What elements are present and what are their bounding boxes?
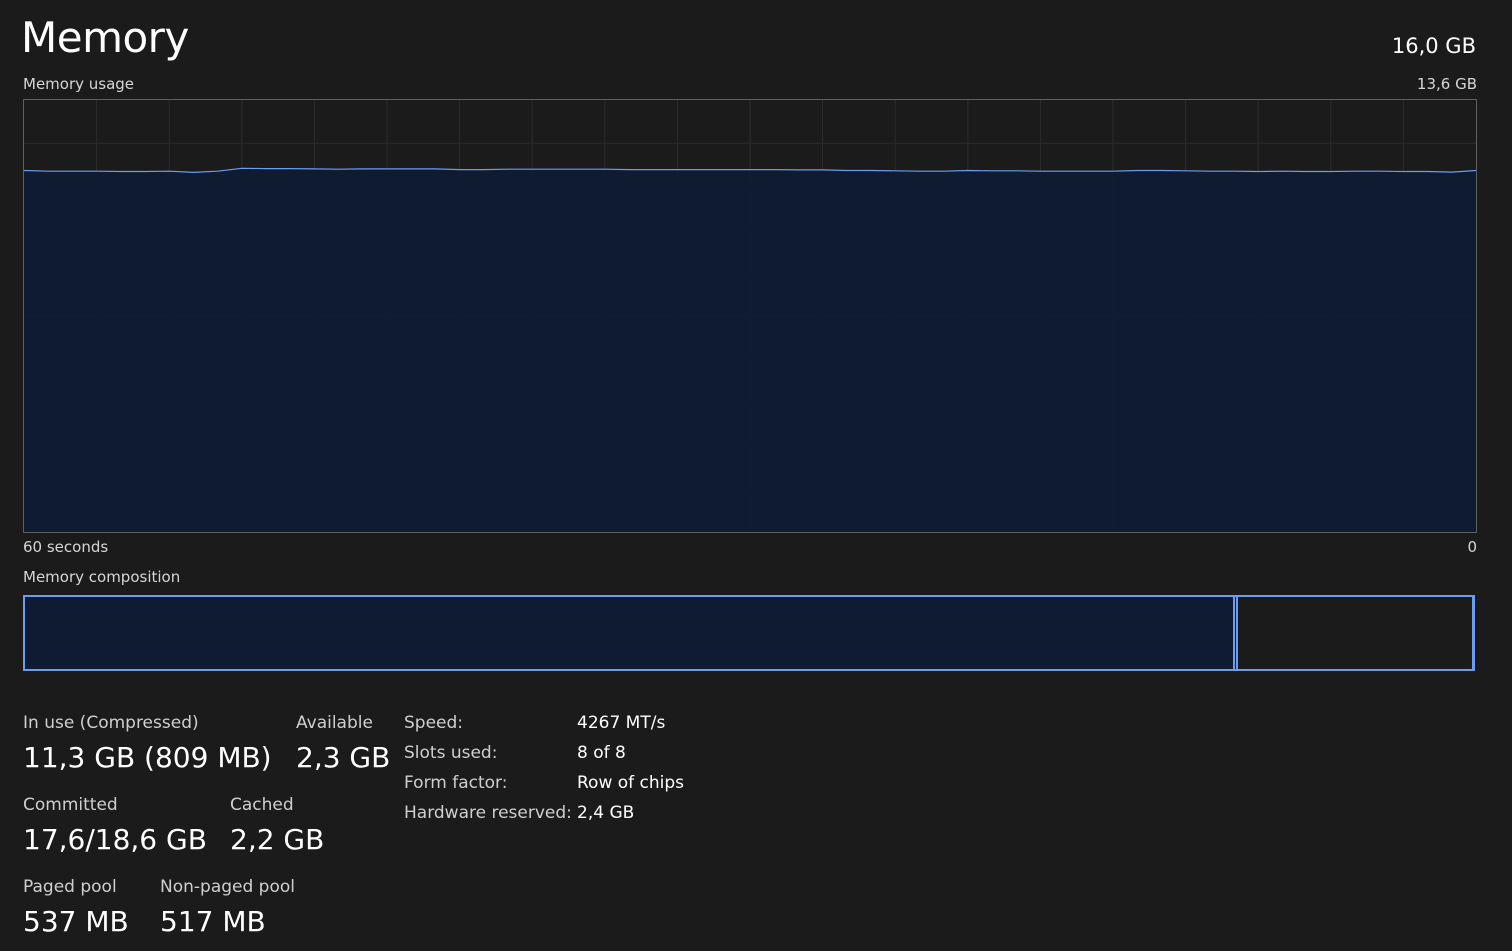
cached-value: 2,2 GB	[230, 823, 325, 856]
paged-pool-label: Paged pool	[23, 877, 117, 897]
total-memory: 16,0 GB	[1391, 34, 1476, 58]
hardware-reserved-label: Hardware reserved:	[404, 803, 572, 823]
form-factor-value: Row of chips	[577, 773, 685, 793]
committed-label: Committed	[23, 795, 118, 815]
memory-composition-bar	[23, 595, 1475, 671]
page-title: Memory	[21, 13, 189, 62]
composition-in-use-segment[interactable]	[25, 597, 1235, 669]
slots-used-label: Slots used:	[404, 743, 498, 763]
composition-modified-segment[interactable]	[1234, 597, 1238, 669]
paged-pool-value: 537 MB	[23, 905, 129, 938]
form-factor-label: Form factor:	[404, 773, 508, 793]
nonpaged-pool-label: Non-paged pool	[160, 877, 295, 897]
composition-standby-segment[interactable]	[1237, 597, 1473, 669]
cached-label: Cached	[230, 795, 294, 815]
available-value: 2,3 GB	[296, 741, 391, 774]
memory-usage-chart	[24, 100, 1476, 532]
speed-label: Speed:	[404, 713, 464, 733]
hardware-reserved-value: 2,4 GB	[577, 803, 635, 823]
in-use-value: 11,3 GB (809 MB)	[23, 741, 272, 774]
time-zero-label: 0	[1467, 538, 1477, 556]
in-use-label: In use (Compressed)	[23, 713, 199, 733]
memory-usage-label: Memory usage	[23, 75, 135, 93]
available-label: Available	[296, 713, 373, 733]
committed-value: 17,6/18,6 GB	[23, 823, 207, 856]
memory-usage-line	[24, 167, 1476, 174]
time-span-label: 60 seconds	[23, 538, 109, 556]
nonpaged-pool-value: 517 MB	[160, 905, 266, 938]
slots-used-value: 8 of 8	[577, 743, 626, 763]
speed-value: 4267 MT/s	[577, 713, 666, 733]
memory-usage-graph	[23, 99, 1477, 533]
memory-usage-area	[24, 168, 1476, 532]
memory-usage-max-label: 13,6 GB	[1416, 75, 1477, 93]
memory-composition-label: Memory composition	[23, 568, 181, 586]
